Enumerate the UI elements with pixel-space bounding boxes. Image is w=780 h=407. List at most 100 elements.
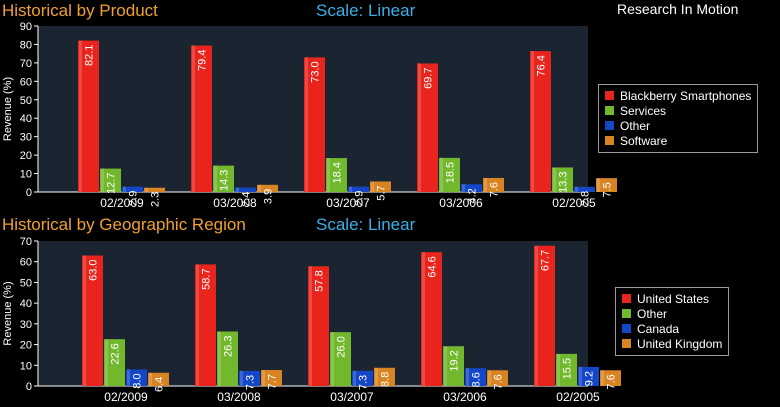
region-bar-canada[interactable] (239, 370, 260, 386)
product-chart-legend: Blackberry Smartphones Services Other Softw… (598, 84, 759, 153)
product-bar-highlight (440, 157, 443, 192)
product-legend-item-other[interactable]: Other (605, 118, 751, 133)
region-bar-canada[interactable] (352, 370, 373, 386)
product-bar-services[interactable] (100, 168, 121, 192)
product-y-tick-label: 10 (20, 169, 32, 181)
region-legend-item-united-states[interactable]: United States (622, 291, 722, 306)
product-x-tick-label: 03/2006 (439, 196, 483, 210)
region-y-tick-label: 50 (20, 277, 32, 289)
product-bar-highlight (418, 63, 421, 192)
region-bar-highlight (535, 245, 538, 386)
product-x-tick-label: 02/2005 (552, 196, 596, 210)
region-bar-highlight (149, 372, 152, 386)
product-bar-blackberry-smartphones[interactable] (78, 40, 99, 193)
region-bar-canada[interactable] (578, 366, 599, 386)
region-bar-united-states[interactable] (421, 252, 442, 386)
region-chart-scale-label[interactable]: Scale: Linear (316, 215, 416, 234)
product-bar-other[interactable] (574, 186, 595, 192)
product-legend-swatch (605, 136, 614, 145)
region-bar-united-states[interactable] (82, 255, 103, 387)
region-bar-united-kingdom[interactable] (261, 370, 282, 386)
region-y-tick-label: 20 (20, 340, 32, 352)
product-bar-highlight (531, 51, 534, 192)
region-data-label: 22.6 (110, 343, 122, 364)
product-bar-software[interactable] (370, 181, 391, 192)
region-revenue-chart: 0 10 20 30 40 50 60 70 Revenue (%) 63.0 22.6 8.0 6.4… (2, 236, 621, 404)
product-bar-highlight (123, 186, 126, 192)
product-legend-swatch (605, 91, 614, 100)
product-bar-blackberry-smartphones[interactable] (417, 63, 438, 192)
product-bar-services[interactable] (326, 158, 347, 192)
region-legend-item-united-kingdom[interactable]: United Kingdom (622, 336, 722, 351)
region-bar-other[interactable] (330, 332, 351, 386)
product-bar-software[interactable] (596, 178, 617, 192)
region-bar-united-kingdom[interactable] (600, 370, 621, 386)
product-legend-item-software[interactable]: Software (605, 133, 751, 148)
product-chart-title: Historical by Product (2, 1, 158, 20)
product-x-tick-label: 03/2008 (213, 196, 257, 210)
product-bar-highlight (236, 187, 239, 192)
region-bar-united-kingdom[interactable] (148, 372, 169, 386)
product-chart-header: Historical by Product Scale: Linear Rese… (0, 0, 780, 22)
region-data-label: 7.6 (493, 374, 505, 389)
product-bar-highlight (484, 177, 487, 192)
product-bar-blackberry-smartphones[interactable] (304, 57, 325, 192)
product-data-label: 3.9 (263, 189, 275, 204)
product-y-tick-label: 20 (20, 150, 32, 162)
region-bar-canada[interactable] (465, 368, 486, 386)
product-bar-services[interactable] (552, 167, 573, 192)
product-data-label: 4.2 (467, 188, 479, 203)
product-bar-other[interactable] (348, 186, 369, 192)
region-legend-item-other[interactable]: Other (622, 306, 722, 321)
product-data-label: 12.7 (106, 173, 118, 194)
region-data-label: 7.3 (358, 375, 370, 390)
region-y-tick-label: 70 (20, 236, 32, 248)
region-bar-highlight (218, 331, 221, 386)
product-bar-other[interactable] (122, 186, 143, 192)
region-bar-united-states[interactable] (308, 266, 329, 386)
region-bar-other[interactable] (104, 339, 125, 386)
region-bar-united-kingdom[interactable] (374, 367, 395, 386)
region-bar-canada[interactable] (126, 369, 147, 386)
product-bar-other[interactable] (235, 187, 256, 192)
product-data-label: 76.4 (536, 55, 548, 76)
product-bar-highlight (101, 168, 104, 192)
region-bar-other[interactable] (443, 346, 464, 386)
product-legend-label: Services (620, 103, 667, 118)
product-data-label: 14.3 (219, 170, 231, 191)
region-bar-other[interactable] (556, 353, 577, 386)
region-data-label: 67.7 (540, 250, 552, 271)
region-bar-highlight (466, 368, 469, 386)
product-legend-item-services[interactable]: Services (605, 103, 751, 118)
region-legend-item-canada[interactable]: Canada (622, 321, 722, 336)
region-bar-highlight (375, 367, 378, 386)
product-data-label: 79.4 (197, 50, 209, 71)
product-data-label: 5.7 (376, 185, 388, 200)
region-bar-other[interactable] (217, 331, 238, 386)
product-bar-highlight (258, 184, 261, 192)
product-bar-services[interactable] (213, 165, 234, 192)
product-bar-blackberry-smartphones[interactable] (191, 45, 212, 192)
region-bar-united-kingdom[interactable] (487, 370, 508, 386)
product-chart-scale-label[interactable]: Scale: Linear (316, 1, 416, 20)
region-bar-united-states[interactable] (195, 264, 216, 386)
product-data-label: 7.6 (489, 182, 501, 197)
region-x-tick-label: 03/2008 (217, 390, 261, 404)
product-bar-blackberry-smartphones[interactable] (530, 51, 551, 192)
product-bar-software[interactable] (257, 184, 278, 192)
product-bar-highlight (597, 178, 600, 192)
product-bar-highlight (192, 45, 195, 192)
product-x-tick-label: 03/2007 (326, 196, 370, 210)
product-legend-item-blackberry-smartphones[interactable]: Blackberry Smartphones (605, 88, 751, 103)
region-data-label: 63.0 (88, 260, 100, 281)
region-data-label: 9.2 (584, 371, 596, 386)
product-bar-software[interactable] (483, 177, 504, 192)
region-data-label: 7.3 (245, 375, 257, 390)
product-y-tick-label: 30 (20, 132, 32, 144)
region-data-label: 57.8 (314, 270, 326, 291)
region-bar-united-states[interactable] (534, 245, 555, 386)
product-bar-other[interactable] (461, 184, 482, 192)
product-bar-software[interactable] (144, 187, 165, 192)
region-bar-highlight (557, 353, 560, 386)
product-bar-services[interactable] (439, 157, 460, 192)
